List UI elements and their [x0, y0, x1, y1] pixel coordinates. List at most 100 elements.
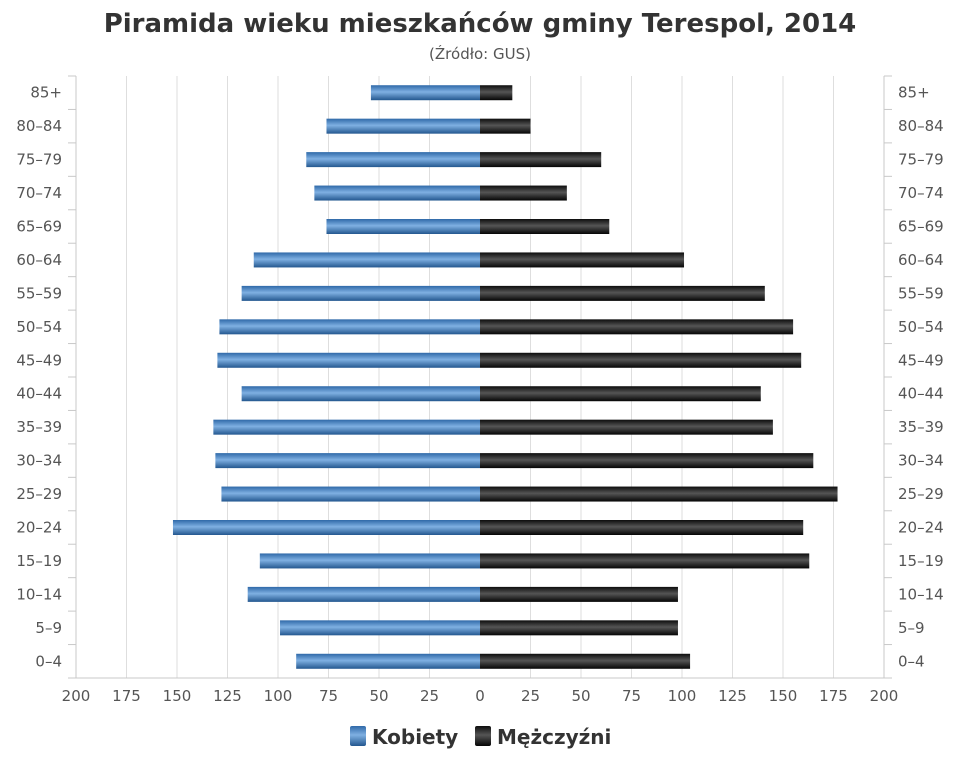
y-label-left-4: 20–24 — [16, 519, 62, 537]
y-label-left-10: 50–54 — [16, 318, 62, 336]
x-tick-label-5: 75 — [319, 687, 338, 705]
y-axis-right-labels: 0–4 5–9 10–14 15–19 20–24 25–29 30–34 35–39 40–4… — [898, 84, 944, 671]
x-tick-label-15: 175 — [819, 687, 848, 705]
y-label-right-1: 5–9 — [898, 619, 925, 637]
bar-male-6 — [480, 453, 814, 469]
y-label-right-6: 30–34 — [898, 452, 944, 470]
y-label-right-8: 40–44 — [898, 385, 944, 403]
y-label-left-16: 80–84 — [16, 117, 62, 135]
legend-swatch-female — [350, 726, 366, 746]
bars — [172, 85, 838, 669]
bar-female-12 — [253, 252, 480, 268]
x-tick-label-12: 100 — [668, 687, 697, 705]
x-tick-label-7: 25 — [420, 687, 439, 705]
x-axis-labels: 200 175 150 125 100 75 50 25 0 25 50 75 100 125 150 175… — [62, 687, 899, 705]
y-label-right-13: 65–69 — [898, 218, 944, 236]
y-label-left-17: 85+ — [30, 84, 62, 102]
x-tick-label-9: 25 — [521, 687, 540, 705]
bar-male-2 — [480, 586, 678, 602]
legend-label-female: Kobiety — [372, 725, 458, 749]
y-label-left-7: 35–39 — [16, 418, 62, 436]
bar-male-13 — [480, 219, 610, 234]
y-label-right-4: 20–24 — [898, 519, 944, 537]
bar-female-7 — [213, 419, 481, 435]
x-tick-label-8: 0 — [475, 687, 485, 705]
x-tick-label-11: 75 — [622, 687, 641, 705]
y-label-left-1: 5–9 — [35, 619, 62, 637]
y-label-left-13: 65–69 — [16, 218, 62, 236]
x-tick-label-6: 50 — [369, 687, 388, 705]
legend-label-male: Mężczyźni — [497, 725, 611, 749]
x-tick-label-3: 125 — [213, 687, 242, 705]
y-label-right-12: 60–64 — [898, 251, 944, 269]
y-label-left-15: 75–79 — [16, 151, 62, 169]
y-label-left-12: 60–64 — [16, 251, 62, 269]
x-tick-label-4: 100 — [264, 687, 293, 705]
bar-male-14 — [480, 185, 567, 201]
x-tick-label-0: 200 — [62, 687, 91, 705]
x-tick-label-13: 125 — [718, 687, 747, 705]
y-label-left-2: 10–14 — [16, 585, 62, 603]
y-label-left-14: 70–74 — [16, 184, 62, 202]
bar-female-1 — [280, 620, 480, 636]
y-label-right-7: 35–39 — [898, 418, 944, 436]
chart-subtitle: (Źródło: GUS) — [429, 44, 531, 63]
bar-female-8 — [241, 386, 480, 402]
y-label-right-14: 70–74 — [898, 184, 944, 202]
y-label-right-10: 50–54 — [898, 318, 944, 336]
y-axis-left-labels: 0–4 5–9 10–14 15–19 20–24 25–29 30–34 35–39 40–4… — [16, 84, 62, 671]
bar-male-4 — [480, 520, 804, 535]
y-label-right-5: 25–29 — [898, 485, 944, 503]
y-label-right-16: 80–84 — [898, 117, 944, 135]
bar-male-8 — [480, 386, 761, 402]
bar-male-12 — [480, 252, 685, 268]
y-label-right-3: 15–19 — [898, 552, 944, 570]
bar-male-15 — [480, 152, 602, 168]
bar-female-2 — [247, 586, 480, 602]
y-label-left-6: 30–34 — [16, 452, 62, 470]
y-label-left-5: 25–29 — [16, 485, 62, 503]
bar-male-5 — [480, 486, 838, 502]
axes — [68, 75, 892, 679]
bar-female-6 — [215, 453, 480, 469]
legend-item-female[interactable]: Kobiety — [350, 725, 458, 749]
bar-female-4 — [172, 520, 480, 535]
bar-female-17 — [370, 85, 480, 101]
bar-male-3 — [480, 553, 810, 569]
bar-male-10 — [480, 319, 794, 335]
legend-swatch-male — [475, 726, 491, 746]
legend-item-male[interactable]: Mężczyźni — [475, 725, 611, 749]
y-label-right-17: 85+ — [898, 84, 930, 102]
bar-female-10 — [219, 319, 481, 335]
legend: Kobiety Mężczyźni — [350, 725, 611, 749]
bar-female-16 — [326, 118, 480, 134]
bar-male-9 — [480, 352, 802, 368]
bar-male-16 — [480, 118, 531, 134]
bar-female-9 — [217, 352, 480, 368]
grid-lines — [75, 76, 885, 678]
bar-female-3 — [259, 553, 480, 569]
bar-female-0 — [296, 653, 480, 669]
y-label-right-9: 45–49 — [898, 351, 944, 369]
bar-female-11 — [241, 285, 480, 301]
x-tick-label-1: 175 — [112, 687, 141, 705]
bar-male-17 — [480, 85, 513, 101]
y-label-right-15: 75–79 — [898, 151, 944, 169]
bar-female-5 — [221, 486, 480, 502]
x-tick-label-2: 150 — [163, 687, 192, 705]
bar-male-11 — [480, 285, 765, 301]
x-tick-label-14: 150 — [769, 687, 798, 705]
y-label-left-9: 45–49 — [16, 351, 62, 369]
x-tick-label-16: 200 — [870, 687, 899, 705]
y-label-right-11: 55–59 — [898, 284, 944, 302]
bar-male-1 — [480, 620, 678, 636]
bar-male-0 — [480, 653, 691, 669]
y-label-left-3: 15–19 — [16, 552, 62, 570]
x-tick-label-10: 50 — [571, 687, 590, 705]
bar-female-15 — [306, 152, 480, 168]
y-label-left-0: 0–4 — [35, 652, 62, 670]
bar-female-14 — [314, 185, 480, 201]
y-label-right-0: 0–4 — [898, 652, 925, 670]
y-label-right-2: 10–14 — [898, 585, 944, 603]
